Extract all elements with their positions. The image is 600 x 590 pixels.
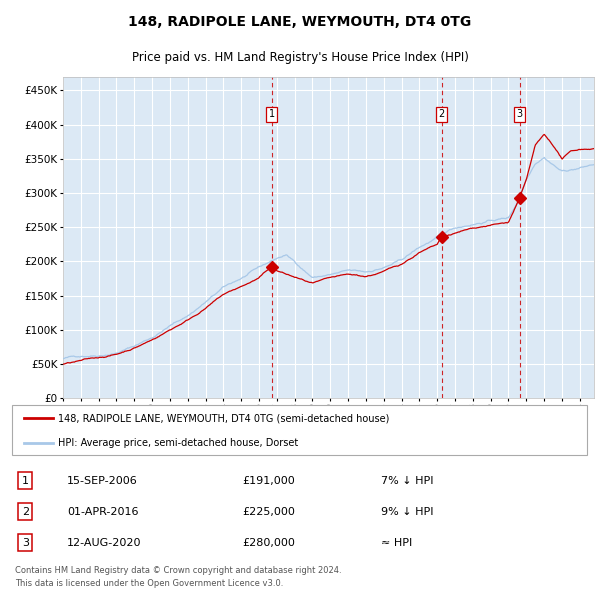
Text: £280,000: £280,000 [242, 538, 295, 548]
Text: 2: 2 [22, 507, 29, 517]
FancyBboxPatch shape [12, 405, 587, 455]
Text: 1: 1 [22, 476, 29, 486]
Text: Contains HM Land Registry data © Crown copyright and database right 2024.: Contains HM Land Registry data © Crown c… [15, 566, 341, 575]
Text: 01-APR-2016: 01-APR-2016 [67, 507, 139, 517]
Text: 7% ↓ HPI: 7% ↓ HPI [382, 476, 434, 486]
Text: HPI: Average price, semi-detached house, Dorset: HPI: Average price, semi-detached house,… [58, 438, 299, 448]
Text: ≈ HPI: ≈ HPI [382, 538, 413, 548]
Text: Price paid vs. HM Land Registry's House Price Index (HPI): Price paid vs. HM Land Registry's House … [131, 51, 469, 64]
Text: 1: 1 [269, 109, 275, 119]
Text: 2: 2 [439, 109, 445, 119]
Text: This data is licensed under the Open Government Licence v3.0.: This data is licensed under the Open Gov… [15, 579, 283, 588]
Text: £191,000: £191,000 [242, 476, 295, 486]
Text: 148, RADIPOLE LANE, WEYMOUTH, DT4 0TG: 148, RADIPOLE LANE, WEYMOUTH, DT4 0TG [128, 15, 472, 29]
Text: 9% ↓ HPI: 9% ↓ HPI [382, 507, 434, 517]
Text: 12-AUG-2020: 12-AUG-2020 [67, 538, 142, 548]
Text: 15-SEP-2006: 15-SEP-2006 [67, 476, 138, 486]
Text: £225,000: £225,000 [242, 507, 295, 517]
Text: 3: 3 [22, 538, 29, 548]
Text: 3: 3 [517, 109, 523, 119]
Text: 148, RADIPOLE LANE, WEYMOUTH, DT4 0TG (semi-detached house): 148, RADIPOLE LANE, WEYMOUTH, DT4 0TG (s… [58, 413, 390, 423]
